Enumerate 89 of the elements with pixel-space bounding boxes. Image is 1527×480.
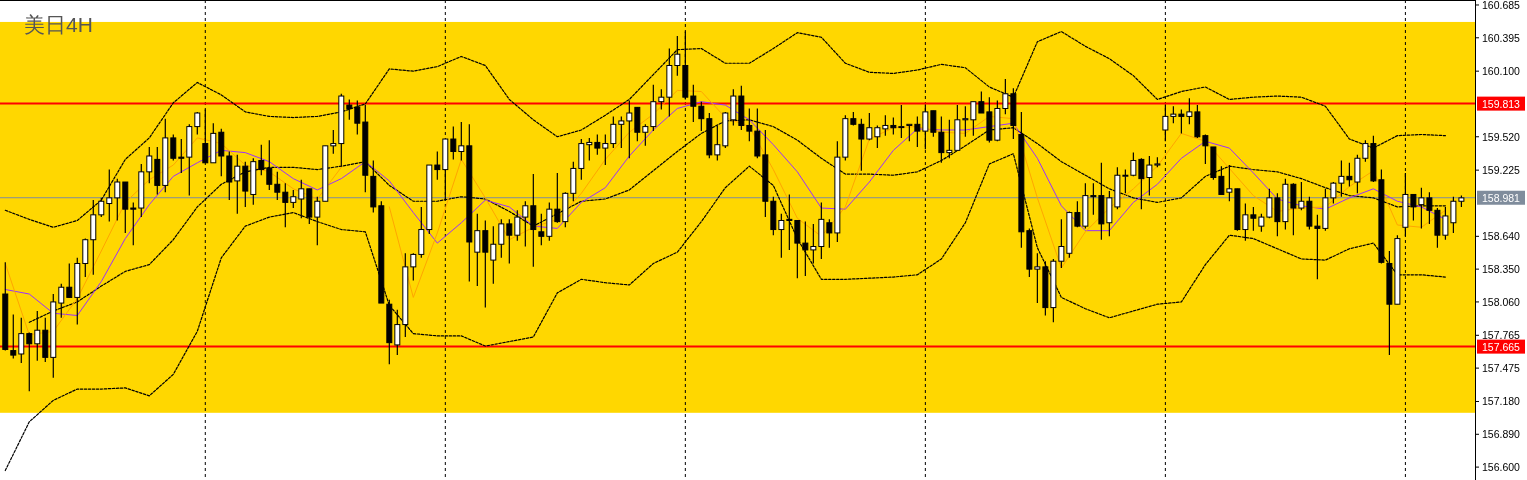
candlestick xyxy=(786,193,793,251)
y-tick-label: 159.225 xyxy=(1482,164,1521,177)
candlestick xyxy=(98,197,105,218)
candlestick xyxy=(506,218,513,265)
candlestick xyxy=(474,213,481,287)
candlestick xyxy=(266,139,273,191)
y-tick-label: 158.060 xyxy=(1482,295,1521,308)
candlestick xyxy=(554,172,561,224)
candlestick xyxy=(930,110,937,138)
candlestick xyxy=(1058,218,1065,269)
candlestick xyxy=(234,154,241,215)
candlestick xyxy=(602,133,609,166)
candlestick xyxy=(178,138,185,174)
candlestick xyxy=(882,114,889,137)
candlestick xyxy=(330,129,337,155)
candlestick xyxy=(802,221,809,277)
y-tick-label: 157.765 xyxy=(1482,329,1521,342)
candlestick xyxy=(482,219,489,309)
candlestick xyxy=(170,133,177,162)
candlestick xyxy=(498,218,505,259)
candlestick xyxy=(218,128,225,177)
candlestick xyxy=(586,137,593,162)
candlestick xyxy=(674,35,681,77)
y-tick-label: 160.685 xyxy=(1482,0,1521,11)
y-tick-label: 160.100 xyxy=(1482,65,1521,78)
candlestick xyxy=(354,99,361,136)
y-tick-label: 158.350 xyxy=(1482,263,1521,276)
candlestick xyxy=(810,223,817,265)
candlestick xyxy=(642,123,649,147)
candlestick xyxy=(610,115,617,149)
candlestick xyxy=(658,88,665,111)
candlestick xyxy=(970,101,977,137)
candlestick xyxy=(394,309,401,356)
candlestick xyxy=(450,125,457,160)
candlestick xyxy=(690,84,697,123)
candlestick xyxy=(18,317,25,364)
candlestick xyxy=(10,313,17,360)
candlestick xyxy=(538,213,545,246)
candlestick xyxy=(866,112,873,141)
candlestick xyxy=(714,124,721,162)
candlestick xyxy=(114,178,121,222)
candlestick xyxy=(626,99,633,159)
candlestick xyxy=(826,218,833,249)
candlestick xyxy=(794,219,801,279)
candlestick xyxy=(274,171,281,201)
candlestick xyxy=(778,213,785,259)
candlestick xyxy=(434,150,441,181)
candlestick xyxy=(978,90,985,114)
candlestick xyxy=(698,101,705,132)
candlestick xyxy=(290,189,297,209)
candlestick xyxy=(282,182,289,228)
ref-line-label: 159.813 xyxy=(1482,97,1521,110)
y-tick-label: 160.395 xyxy=(1482,31,1521,44)
candlestick xyxy=(1002,78,1009,115)
candlestick xyxy=(58,283,65,319)
candlestick xyxy=(490,225,497,285)
candlestick xyxy=(66,262,73,299)
y-tick-label: 157.475 xyxy=(1482,362,1521,375)
candlestick xyxy=(914,115,921,148)
candlestick xyxy=(314,196,321,246)
candlestick xyxy=(1074,200,1081,228)
ref-line-label: 158.981 xyxy=(1482,191,1521,204)
y-tick-label: 157.180 xyxy=(1482,395,1521,408)
candlestick xyxy=(146,146,153,184)
candlestick xyxy=(26,331,33,392)
candlestick xyxy=(298,179,305,219)
candlestick xyxy=(458,121,465,162)
y-tick-label: 159.520 xyxy=(1482,130,1521,143)
candlestick xyxy=(874,124,881,149)
candlestick xyxy=(130,201,137,246)
candlestick xyxy=(530,173,537,268)
ref-line-label: 157.665 xyxy=(1482,340,1521,353)
candlestick xyxy=(82,237,89,278)
candlestick xyxy=(106,168,113,223)
candlestick xyxy=(962,105,969,138)
candlestick xyxy=(514,209,521,242)
candlestick xyxy=(594,133,601,156)
candlestick xyxy=(258,144,265,176)
candlestick xyxy=(898,104,905,139)
candlestick xyxy=(346,98,353,121)
candlestick xyxy=(1090,182,1097,216)
candlestick xyxy=(410,252,417,282)
y-tick-label: 156.600 xyxy=(1482,461,1521,474)
candlestick xyxy=(522,200,529,248)
y-tick-label: 158.640 xyxy=(1482,230,1521,243)
candlestick xyxy=(858,118,865,172)
y-tick-label: 156.890 xyxy=(1482,428,1521,441)
candlestick xyxy=(1034,252,1041,304)
candlestick xyxy=(618,115,625,149)
